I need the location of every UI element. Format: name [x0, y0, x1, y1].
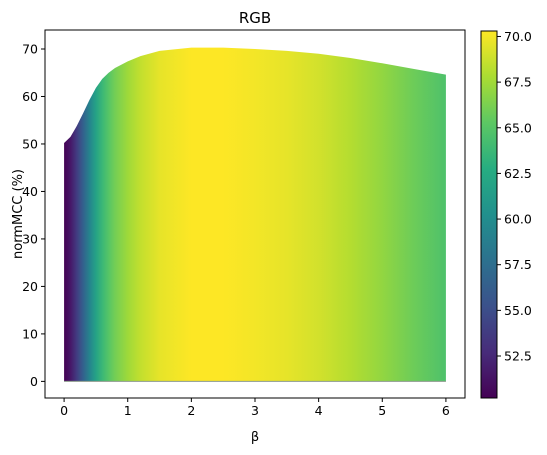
y-tick-label: 70	[22, 41, 38, 56]
colorbar-tick-label: 65.0	[504, 120, 532, 135]
y-axis: 0 10 20 30 40 50 60 70	[22, 41, 45, 389]
colorbar-tick-label: 67.5	[504, 75, 532, 90]
colorbar-tick-label: 57.5	[504, 257, 532, 272]
colorbar-ticks: 52.5 55.0 57.5 60.0 62.5 65.0 67.5 70.0	[497, 29, 532, 364]
colorbar-tick-label: 62.5	[504, 166, 532, 181]
x-tick-label: 0	[60, 403, 68, 418]
colorbar: 52.5 55.0 57.5 60.0 62.5 65.0 67.5 70.0	[480, 29, 532, 399]
chart-title: RGB	[239, 9, 271, 27]
x-axis-label: β	[251, 430, 259, 445]
y-tick-label: 50	[22, 136, 38, 151]
x-tick-label: 1	[124, 403, 132, 418]
x-tick-label: 4	[315, 403, 323, 418]
colorbar-tick-label: 60.0	[504, 212, 532, 227]
colorbar-tick-label: 52.5	[504, 349, 532, 364]
y-tick-label: 60	[22, 89, 38, 104]
plot-area	[64, 47, 446, 382]
colorbar-frame	[480, 30, 498, 399]
y-tick-label: 30	[22, 231, 38, 246]
y-axis-label: normMCC (%)	[11, 169, 26, 259]
colorbar-tick-label: 55.0	[504, 303, 532, 318]
y-tick-label: 0	[30, 374, 38, 389]
x-axis: 0 1 2 3 4 5 6	[60, 398, 450, 418]
area-series	[64, 47, 446, 382]
x-tick-label: 5	[378, 403, 386, 418]
y-tick-label: 10	[22, 326, 38, 341]
colorbar-fill	[481, 31, 497, 398]
x-tick-label: 6	[442, 403, 450, 418]
y-tick-label: 20	[22, 279, 38, 294]
colorbar-tick-label: 70.0	[504, 29, 532, 44]
y-tick-label: 40	[22, 184, 38, 199]
x-tick-label: 2	[187, 403, 195, 418]
x-tick-label: 3	[251, 403, 259, 418]
